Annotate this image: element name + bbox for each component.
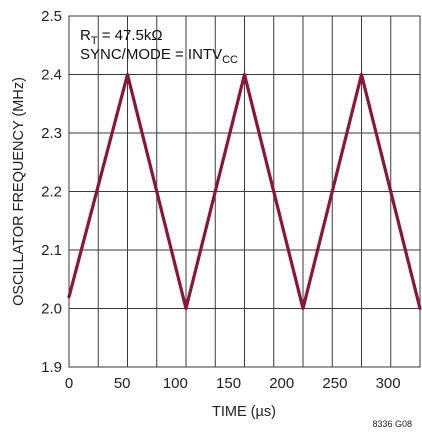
x-tick-labels: 0 50 100 150 200 250 300 bbox=[65, 375, 401, 392]
frequency-series-line bbox=[67, 72, 422, 311]
rt-annotation-subscript: T bbox=[91, 35, 98, 47]
y-tick-label: 2.3 bbox=[41, 125, 62, 142]
sync-annotation-subscript: CC bbox=[222, 54, 238, 66]
x-tick-label: 200 bbox=[269, 375, 294, 392]
x-tick-label: 300 bbox=[376, 375, 401, 392]
x-axis-title: TIME (µs) bbox=[212, 404, 276, 420]
rt-annotation: RT = 47.5kΩ bbox=[80, 27, 163, 47]
x-tick-label: 50 bbox=[114, 375, 131, 392]
sync-annotation-main: SYNC/MODE = INTV bbox=[80, 46, 222, 63]
x-tick-label: 150 bbox=[216, 375, 241, 392]
y-tick-label: 2.1 bbox=[41, 242, 62, 259]
rt-annotation-value: = 47.5kΩ bbox=[98, 27, 163, 44]
y-tick-label: 2.4 bbox=[41, 67, 62, 84]
figure-note: 8336 G08 bbox=[372, 419, 412, 429]
x-tick-label: 0 bbox=[65, 375, 73, 392]
y-tick-label: 2.2 bbox=[41, 184, 62, 201]
y-tick-labels: 1.9 2.0 2.1 2.2 2.3 2.4 2.5 bbox=[41, 8, 62, 376]
x-tick-label: 100 bbox=[163, 375, 188, 392]
y-axis-title: OSCILLATOR FREQUENCY (MHz) bbox=[11, 77, 27, 306]
y-tick-label: 2.0 bbox=[41, 301, 62, 318]
sync-annotation: SYNC/MODE = INTVCC bbox=[80, 46, 238, 66]
y-tick-label: 2.5 bbox=[41, 8, 62, 25]
series-layer bbox=[67, 72, 422, 311]
rt-annotation-main: R bbox=[80, 27, 91, 44]
y-tick-label: 1.9 bbox=[41, 359, 62, 376]
x-tick-label: 250 bbox=[322, 375, 347, 392]
